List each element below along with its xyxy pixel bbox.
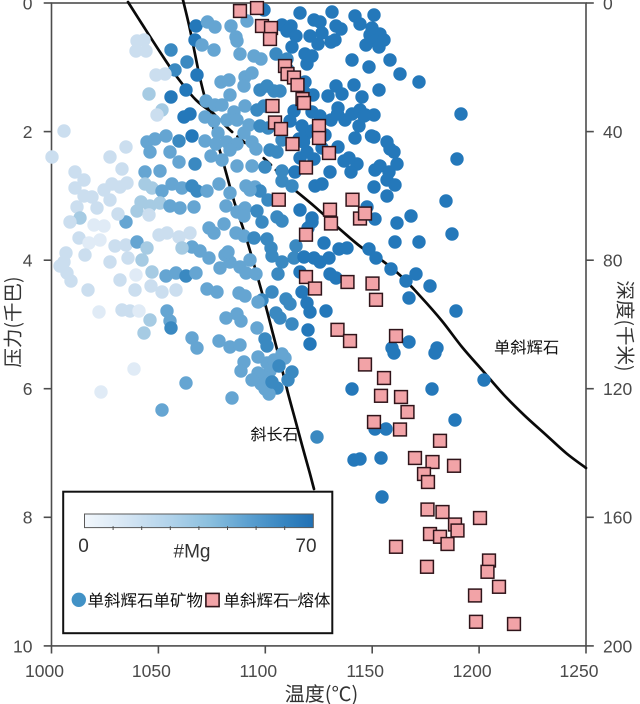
svg-text:40: 40 xyxy=(603,122,623,142)
svg-text:80: 80 xyxy=(603,251,623,271)
svg-text:10: 10 xyxy=(13,636,33,656)
svg-text:0: 0 xyxy=(603,0,613,13)
svg-text:4: 4 xyxy=(23,251,33,271)
svg-text:0: 0 xyxy=(78,536,89,557)
svg-text:1100: 1100 xyxy=(239,661,277,681)
svg-text:200: 200 xyxy=(603,636,632,656)
svg-text:8: 8 xyxy=(23,508,33,528)
svg-text:160: 160 xyxy=(603,508,632,528)
svg-text:#Mg: #Mg xyxy=(174,542,211,563)
svg-text:2: 2 xyxy=(23,122,33,142)
svg-text:70: 70 xyxy=(295,536,316,557)
svg-text:1050: 1050 xyxy=(132,661,171,681)
svg-text:1150: 1150 xyxy=(346,661,384,681)
svg-text:1250: 1250 xyxy=(560,661,599,681)
svg-text:1200: 1200 xyxy=(453,661,492,681)
svg-text:0: 0 xyxy=(23,0,33,13)
svg-text:6: 6 xyxy=(23,379,33,399)
svg-text:120: 120 xyxy=(603,379,632,399)
svg-text:1000: 1000 xyxy=(25,661,64,681)
